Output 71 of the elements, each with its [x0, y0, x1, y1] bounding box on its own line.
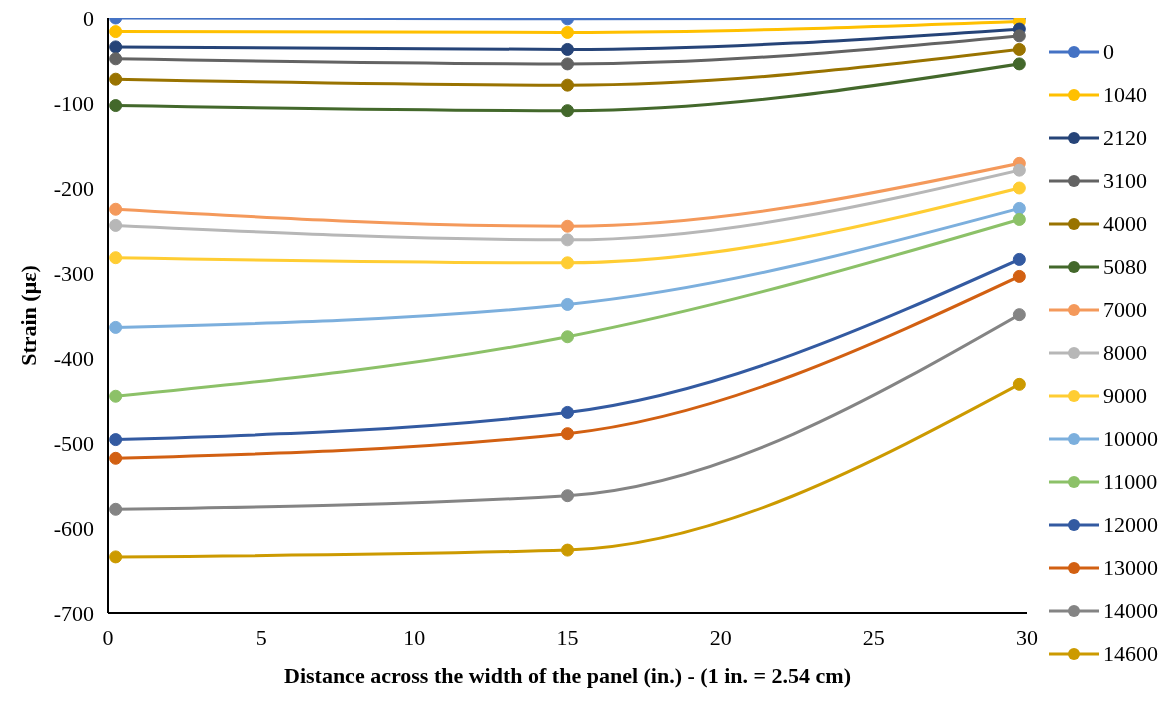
point: [561, 297, 574, 311]
x-tick-label: 20: [709, 624, 732, 650]
x-tick-label: 25: [862, 624, 885, 650]
x-tick-label: 10: [403, 624, 426, 650]
point: [109, 218, 123, 232]
x-tick-label: 0: [102, 624, 114, 650]
y-tick-label: -200: [53, 175, 94, 201]
legend-label: 12000: [1103, 512, 1158, 538]
point: [1012, 377, 1026, 391]
y-tick-label: -300: [53, 260, 94, 286]
point: [561, 405, 574, 419]
legend-label: 2120: [1103, 125, 1147, 151]
point: [561, 427, 574, 441]
legend-label: 4000: [1103, 211, 1147, 237]
legend-label: 11000: [1103, 469, 1158, 495]
point: [561, 104, 574, 118]
y-tick-label: -600: [53, 515, 94, 541]
legend-label: 8000: [1103, 340, 1147, 366]
point: [109, 550, 123, 564]
point: [561, 489, 574, 503]
point: [109, 72, 123, 86]
legend-label: 7000: [1103, 297, 1147, 323]
point: [109, 40, 123, 54]
legend-label: 9000: [1103, 383, 1147, 409]
y-tick-label: -400: [53, 345, 94, 371]
point: [109, 52, 123, 66]
point: [561, 330, 574, 344]
point: [109, 320, 123, 334]
y-tick-label: -500: [53, 430, 94, 456]
x-tick-label: 15: [556, 624, 579, 650]
legend-label: 5080: [1103, 254, 1147, 280]
point: [1012, 252, 1026, 266]
point: [1012, 42, 1026, 56]
legend-label: 1040: [1103, 82, 1147, 108]
legend-label: 14000: [1103, 598, 1158, 624]
legend-label: 14600: [1103, 641, 1158, 667]
x-axis-title: Distance across the width of the panel (in.) - (1 in. = 2.54 cm): [284, 663, 851, 688]
point: [561, 256, 574, 270]
point: [1012, 57, 1026, 71]
point: [561, 219, 574, 233]
point: [561, 78, 574, 92]
point: [109, 251, 123, 265]
point: [561, 57, 574, 71]
point: [1012, 308, 1026, 322]
point: [109, 451, 123, 465]
point: [561, 25, 574, 39]
point: [1012, 269, 1026, 283]
point: [1012, 181, 1026, 195]
point: [109, 99, 123, 113]
point: [109, 502, 123, 516]
point: [1012, 212, 1026, 226]
legend-label: 0: [1103, 39, 1114, 65]
y-tick-label: 0: [83, 5, 94, 31]
y-axis-title: Strain (με): [15, 265, 41, 366]
y-tick-label: -100: [53, 90, 94, 116]
point: [1012, 29, 1026, 43]
point: [109, 25, 123, 39]
point: [1012, 201, 1026, 215]
point: [109, 433, 123, 447]
y-tick-label: -700: [53, 600, 94, 626]
point: [561, 233, 574, 247]
x-tick-label: 30: [1016, 624, 1038, 650]
point: [561, 543, 574, 557]
point: [1012, 163, 1026, 177]
legend-label: 10000: [1103, 426, 1158, 452]
point: [109, 389, 123, 403]
legend-label: 13000: [1103, 555, 1158, 581]
legend-label: 3100: [1103, 168, 1147, 194]
point: [109, 202, 123, 216]
x-tick-label: 5: [255, 624, 267, 650]
point: [561, 42, 574, 56]
